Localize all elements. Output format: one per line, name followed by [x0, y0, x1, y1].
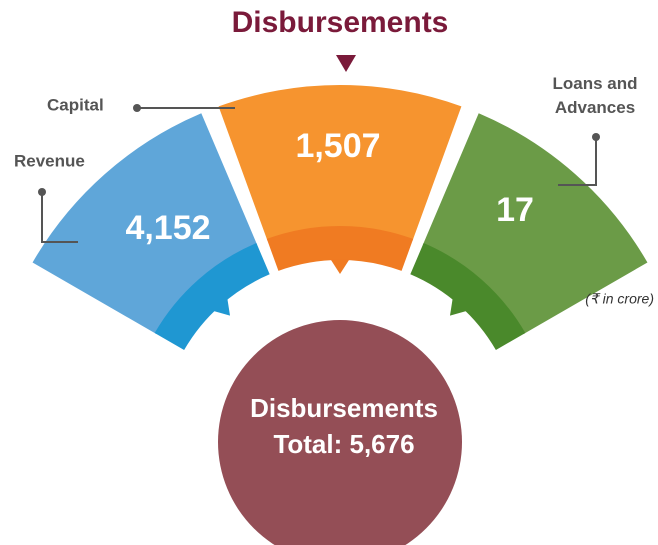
title-arrow	[336, 55, 356, 72]
segment-band	[154, 243, 270, 350]
segment-label: Capital	[47, 95, 104, 114]
segment-band	[410, 243, 526, 350]
segment-value: 17	[496, 191, 534, 229]
title: Disbursements	[232, 6, 449, 39]
leader-line	[41, 192, 78, 243]
center-title: Disbursements	[250, 393, 438, 423]
segment-pointer	[449, 298, 467, 316]
segment	[218, 85, 462, 241]
unit-note: (₹ in crore)	[585, 291, 654, 307]
segment-value: 4,152	[125, 209, 210, 247]
segment-label: Revenue	[14, 151, 85, 170]
leader-line	[558, 137, 597, 186]
fan	[32, 85, 648, 350]
segment-pointer	[213, 298, 231, 316]
segment-pointer	[330, 259, 350, 274]
segment-band	[266, 225, 414, 271]
center-circle	[218, 320, 462, 545]
segment-value: 1,507	[295, 127, 380, 165]
center-total: Total: 5,676	[273, 429, 414, 459]
segment-label: Loans and Advances	[552, 74, 638, 117]
